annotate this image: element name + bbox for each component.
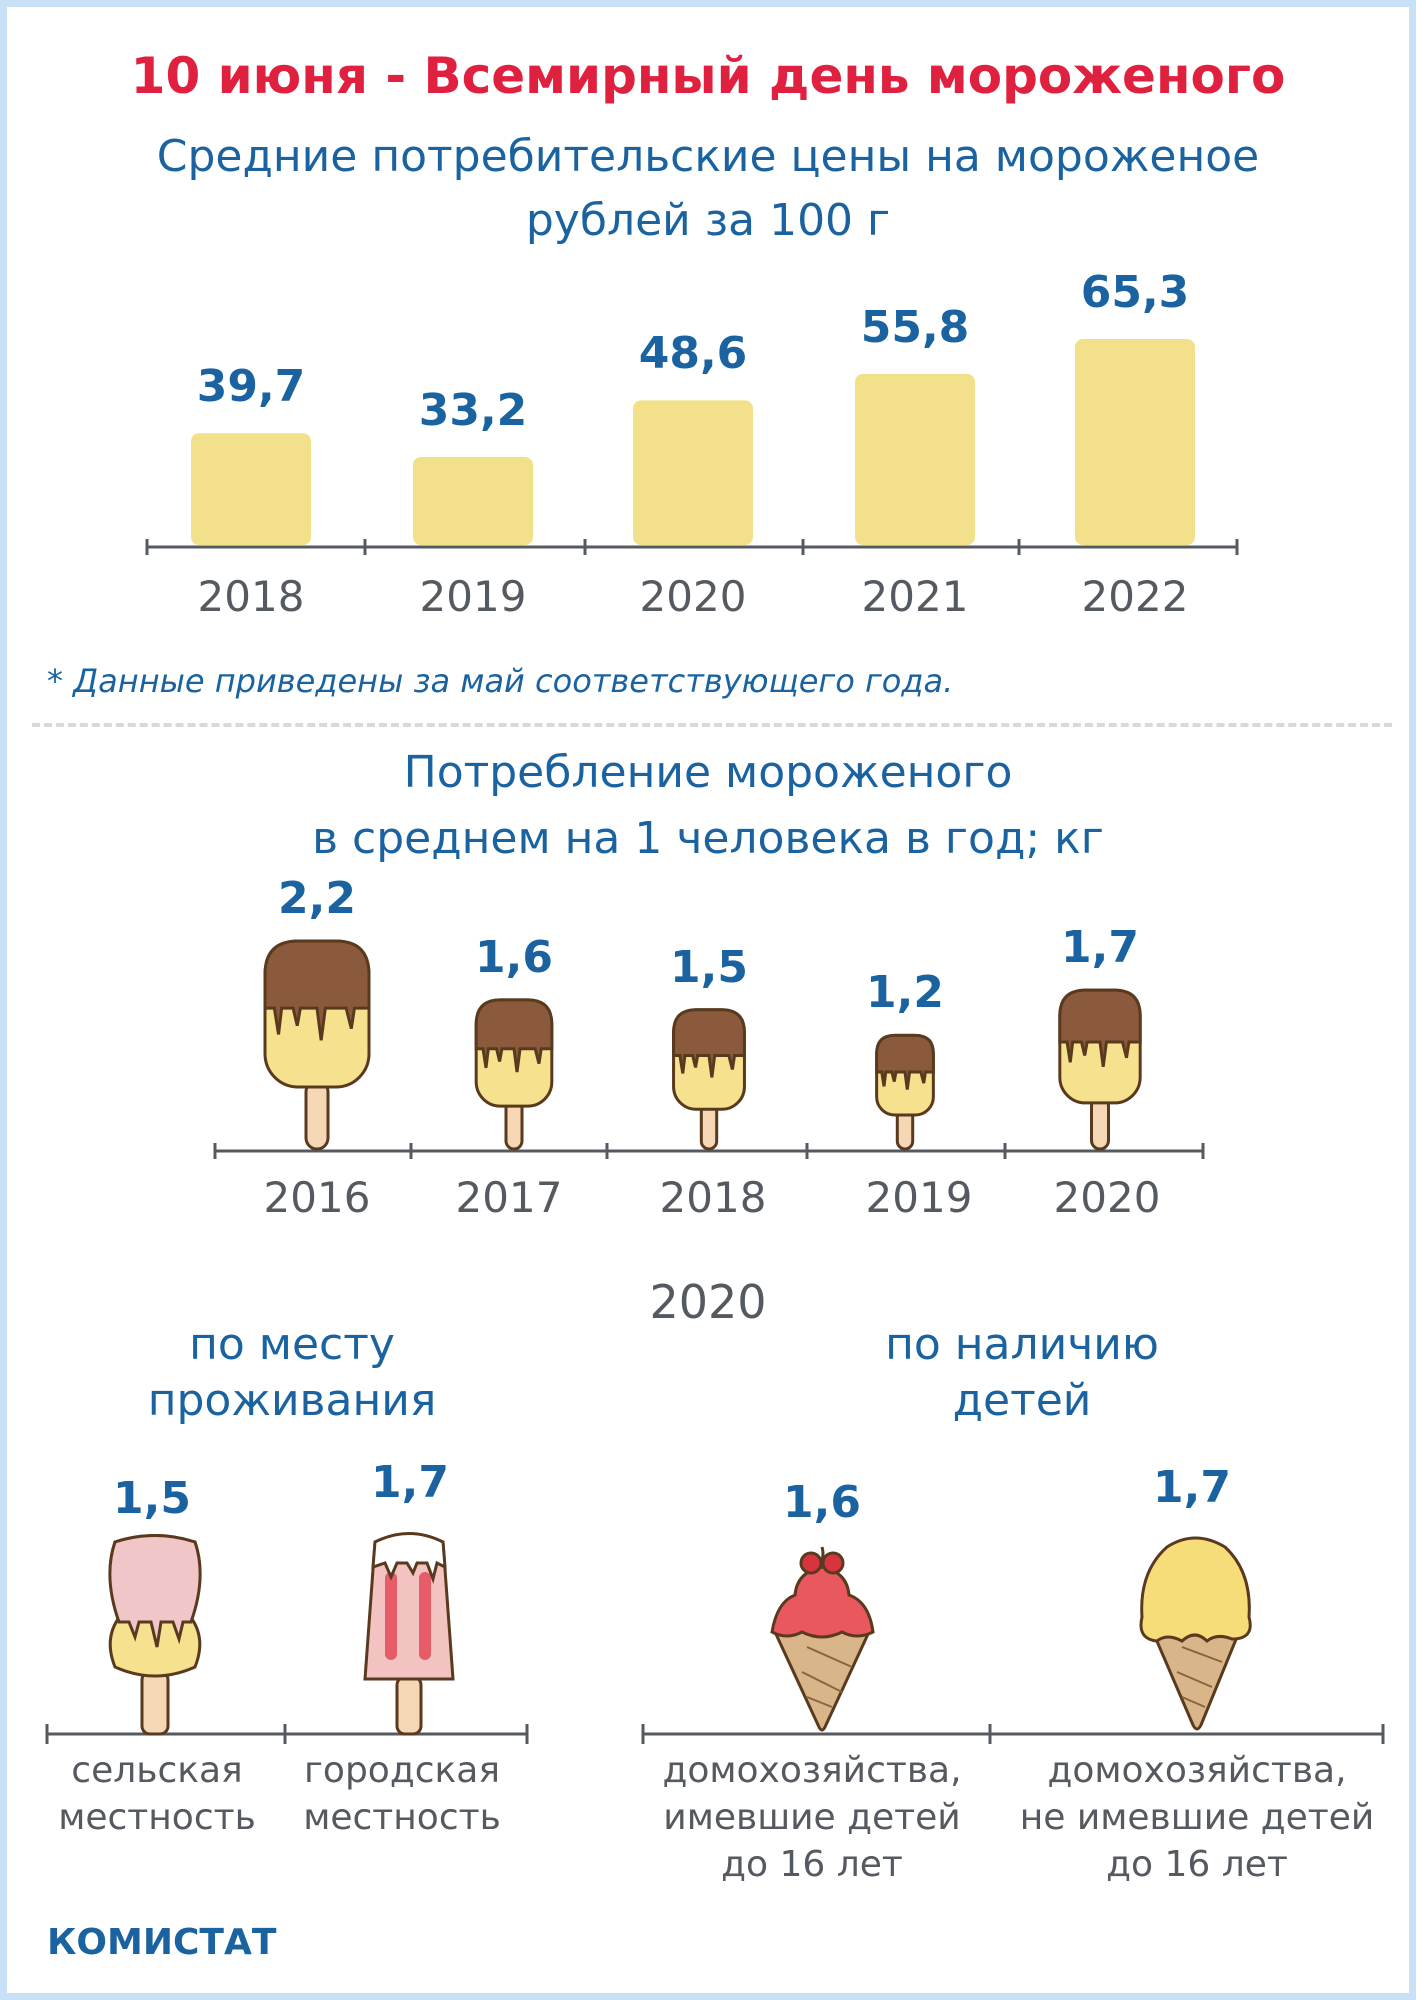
consumption-value-label: 1,2	[866, 967, 944, 1019]
consumption-popsicle-chart	[213, 939, 1205, 1159]
section-divider	[32, 723, 1392, 727]
with-children-label-line3: до 16 лет	[721, 1844, 903, 1885]
yellow-cone-icon	[1139, 1536, 1252, 1731]
consumption-year-label: 2016	[263, 1173, 371, 1222]
price-year-label: 2019	[419, 572, 527, 621]
consumption-unit: в среднем на 1 человека в год; кг	[312, 813, 1104, 864]
consumption-year-label: 2018	[659, 1173, 767, 1222]
with-children-value: 1,6	[783, 1477, 861, 1528]
price-year-label: 2018	[197, 572, 305, 621]
price-year-label: 2021	[861, 572, 969, 621]
price-value-label: 33,2	[418, 385, 528, 436]
groups-year: 2020	[649, 1275, 767, 1329]
children-heading-line1: по наличию	[885, 1319, 1159, 1370]
brand-logo-text: КОМИСТАТ	[47, 1922, 277, 1963]
pink-popsicle-icon	[108, 1534, 202, 1736]
without-children-value: 1,7	[1153, 1462, 1231, 1513]
rural-value: 1,5	[113, 1473, 191, 1524]
popsicle-mark-2017	[474, 998, 554, 1151]
consumption-value-label: 1,7	[1061, 922, 1139, 974]
rural-label-line1: сельская	[71, 1750, 243, 1791]
popsicle-mark-2020	[1058, 988, 1142, 1151]
popsicle-mark-2016	[263, 939, 371, 1151]
popsicle-mark-2019	[875, 1033, 935, 1151]
popsicle-mark-2018	[672, 1008, 746, 1151]
without-children-label-line2: не имевшие детей	[1019, 1797, 1375, 1838]
with-children-label-line2: имевшие детей	[663, 1797, 961, 1838]
with-children-label-line1: домохозяйства,	[662, 1750, 962, 1791]
price-bar-2022	[1075, 339, 1195, 545]
striped-popsicle-icon	[363, 1532, 455, 1736]
urban-label-line2: местность	[303, 1797, 501, 1838]
consumption-year-label: 2020	[1053, 1173, 1161, 1222]
page-title: 10 июня - Всемирный день мороженого	[130, 47, 1286, 105]
urban-label-line1: городская	[304, 1750, 500, 1791]
residence-heading-line1: по месту	[189, 1319, 395, 1370]
with-children-label: домохозяйства, имевшие детей до 16 лет	[637, 1747, 987, 1888]
group-illustrations	[45, 1532, 1385, 1744]
consumption-value-label: 1,6	[475, 931, 553, 983]
residence-heading: по месту проживания	[87, 1317, 497, 1429]
consumption-year-label: 2019	[865, 1173, 973, 1222]
price-value-label: 65,3	[1080, 267, 1190, 318]
prices-unit: рублей за 100 г	[525, 195, 891, 246]
price-bar-2019	[413, 457, 533, 545]
without-children-label: домохозяйства, не имевшие детей до 16 ле…	[997, 1747, 1397, 1888]
footnote: * Данные приведены за май соответствующе…	[47, 662, 954, 700]
urban-label: городская местность	[277, 1747, 527, 1841]
prices-subtitle: Средние потребительские цены на морожено…	[156, 131, 1260, 182]
consumption-value-label: 1,5	[670, 941, 748, 993]
price-year-label: 2022	[1081, 572, 1189, 621]
price-bar-chart	[145, 339, 1239, 555]
residence-heading-line2: проживания	[147, 1375, 437, 1426]
without-children-label-line1: домохозяйства,	[1047, 1750, 1347, 1791]
price-bar-2020	[633, 400, 753, 545]
price-value-label: 55,8	[860, 301, 970, 353]
price-value-label: 39,7	[196, 361, 306, 413]
children-heading: по наличию детей	[807, 1317, 1237, 1429]
consumption-year-label: 2017	[455, 1173, 563, 1222]
children-heading-line2: детей	[952, 1375, 1092, 1426]
urban-value: 1,7	[371, 1457, 449, 1508]
rural-label: сельская местность	[37, 1747, 277, 1841]
price-year-label: 2020	[639, 572, 747, 621]
price-bar-2021	[855, 373, 975, 545]
consumption-value-label: 2,2	[278, 873, 356, 924]
price-value-label: 48,6	[638, 328, 748, 380]
without-children-label-line3: до 16 лет	[1106, 1844, 1288, 1885]
consumption-subtitle: Потребление мороженого	[403, 747, 1013, 798]
price-bar-2018	[191, 433, 311, 545]
rural-label-line2: местность	[58, 1797, 256, 1838]
cherry-cone-icon	[770, 1546, 875, 1732]
